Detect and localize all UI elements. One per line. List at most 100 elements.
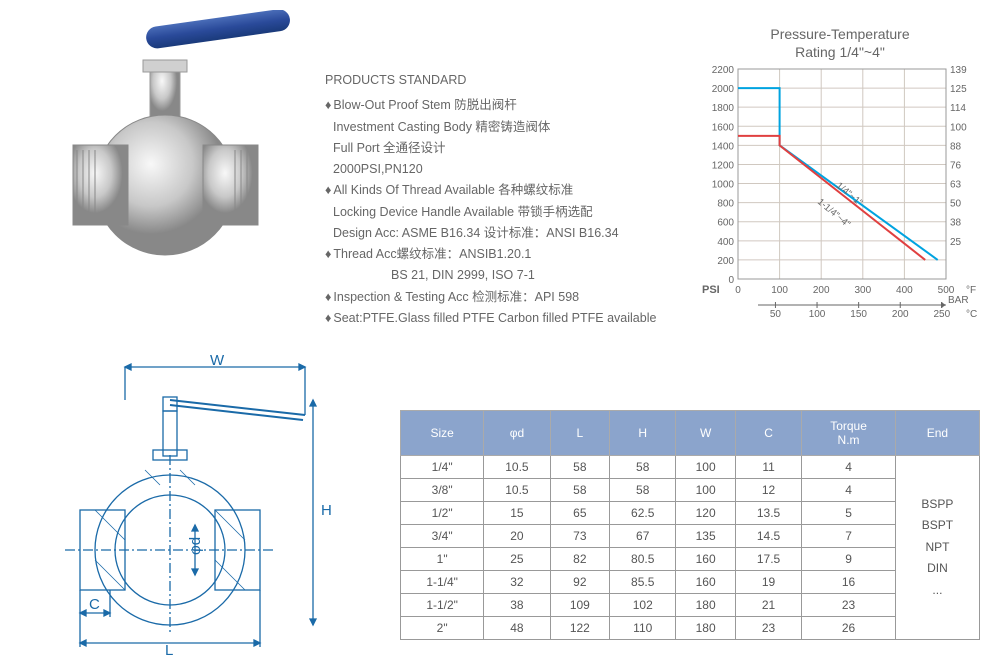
table-cell: 180 — [676, 594, 736, 617]
svg-text:88: 88 — [950, 142, 962, 153]
table-cell: 10.5 — [484, 456, 550, 479]
standard-item: Full Port 全通径设计 — [325, 138, 685, 159]
svg-text:76: 76 — [950, 161, 962, 172]
table-cell: 100 — [676, 479, 736, 502]
svg-text:50: 50 — [770, 309, 782, 320]
table-cell: 82 — [550, 548, 610, 571]
table-cell: 1-1/4" — [401, 571, 484, 594]
svg-text:50: 50 — [950, 199, 962, 210]
table-header: L — [550, 411, 610, 456]
svg-text:800: 800 — [717, 199, 734, 210]
table-row: 1/4"10.55858100114BSPPBSPTNPTDIN... — [401, 456, 980, 479]
table-cell: 19 — [735, 571, 801, 594]
svg-text:139: 139 — [950, 65, 967, 76]
table-header: TorqueN.m — [802, 411, 896, 456]
standard-item: Thread Acc螺纹标准：ANSIB1.20.1 — [325, 244, 685, 265]
table-cell: 17.5 — [735, 548, 801, 571]
table-row: 2"481221101802326 — [401, 617, 980, 640]
table-header: W — [676, 411, 736, 456]
table-cell: 23 — [735, 617, 801, 640]
table-cell: 13.5 — [735, 502, 801, 525]
table-header: H — [610, 411, 676, 456]
standard-item: Blow-Out Proof Stem 防脱出阀杆 — [325, 95, 685, 116]
table-cell: 58 — [610, 479, 676, 502]
table-cell: 12 — [735, 479, 801, 502]
table-cell: 58 — [610, 456, 676, 479]
table-cell: 4 — [802, 456, 896, 479]
table-cell: 73 — [550, 525, 610, 548]
table-cell: 20 — [484, 525, 550, 548]
dim-c: C — [89, 596, 100, 613]
table-cell: 92 — [550, 571, 610, 594]
standards-title: PRODUCTS STANDARD — [325, 70, 685, 91]
standard-item: Locking Device Handle Available 带锁手柄选配 — [325, 202, 685, 223]
table-cell: 58 — [550, 479, 610, 502]
table-cell: 58 — [550, 456, 610, 479]
table-cell: 80.5 — [610, 548, 676, 571]
pressure-temp-chart: Pressure-Temperature Rating 1/4"~4" 2200… — [700, 25, 980, 335]
standard-item: Seat:PTFE.Glass filled PTFE Carbon fille… — [325, 308, 685, 329]
svg-text:300: 300 — [854, 285, 871, 296]
svg-text:25: 25 — [950, 237, 962, 248]
standard-item: 2000PSI,PN120 — [325, 159, 685, 180]
table-cell: 1-1/2" — [401, 594, 484, 617]
table-cell: 85.5 — [610, 571, 676, 594]
table-header: C — [735, 411, 801, 456]
svg-text:2200: 2200 — [712, 65, 735, 76]
table-cell: 4 — [802, 479, 896, 502]
table-cell: 15 — [484, 502, 550, 525]
dim-l: L — [165, 642, 173, 655]
svg-text:BAR: BAR — [948, 295, 969, 306]
table-cell: 2" — [401, 617, 484, 640]
svg-text:1800: 1800 — [712, 104, 735, 115]
svg-text:0: 0 — [735, 285, 741, 296]
standards-list: PRODUCTS STANDARD Blow-Out Proof Stem 防脱… — [325, 70, 685, 329]
product-photo — [55, 10, 295, 290]
table-cell: 21 — [735, 594, 801, 617]
table-cell: 65 — [550, 502, 610, 525]
table-cell: 10.5 — [484, 479, 550, 502]
table-header: Size — [401, 411, 484, 456]
table-cell: 120 — [676, 502, 736, 525]
table-row: 1/2"156562.512013.55 — [401, 502, 980, 525]
table-cell: 25 — [484, 548, 550, 571]
standard-item: Investment Casting Body 精密铸造阀体 — [325, 117, 685, 138]
table-cell: 16 — [802, 571, 896, 594]
table-cell: 122 — [550, 617, 610, 640]
table-row: 1-1/2"381091021802123 — [401, 594, 980, 617]
table-cell: 1/4" — [401, 456, 484, 479]
table-cell: 160 — [676, 571, 736, 594]
table-cell: 3/8" — [401, 479, 484, 502]
svg-text:2000: 2000 — [712, 84, 735, 95]
table-header: End — [895, 411, 979, 456]
svg-text:0: 0 — [728, 275, 734, 286]
table-cell: 1/2" — [401, 502, 484, 525]
table-cell: 32 — [484, 571, 550, 594]
svg-text:PSI: PSI — [702, 284, 720, 296]
dim-phid: φd — [187, 537, 204, 555]
table-cell: 102 — [610, 594, 676, 617]
standard-item: BS 21, DIN 2999, ISO 7-1 — [325, 265, 685, 286]
standard-item: All Kinds Of Thread Available 各种螺纹标准 — [325, 180, 685, 201]
table-cell: 9 — [802, 548, 896, 571]
table-cell: 26 — [802, 617, 896, 640]
table-cell: 38 — [484, 594, 550, 617]
dim-w: W — [210, 355, 225, 369]
table-cell: 7 — [802, 525, 896, 548]
svg-text:63: 63 — [950, 180, 962, 191]
svg-text:°F: °F — [966, 285, 976, 296]
table-cell: 5 — [802, 502, 896, 525]
svg-text:200: 200 — [813, 285, 830, 296]
table-header: φd — [484, 411, 550, 456]
table-cell: 23 — [802, 594, 896, 617]
table-cell: 160 — [676, 548, 736, 571]
svg-text:1200: 1200 — [712, 161, 735, 172]
table-cell: 3/4" — [401, 525, 484, 548]
table-cell: 110 — [610, 617, 676, 640]
table-cell: 67 — [610, 525, 676, 548]
dimensions-table: SizeφdLHWCTorqueN.mEnd 1/4"10.5585810011… — [400, 410, 980, 640]
end-cell: BSPPBSPTNPTDIN... — [895, 456, 979, 640]
chart-plot: 2200200018001600140012001000800600400200… — [700, 65, 980, 335]
svg-text:400: 400 — [896, 285, 913, 296]
svg-text:250: 250 — [933, 309, 950, 320]
